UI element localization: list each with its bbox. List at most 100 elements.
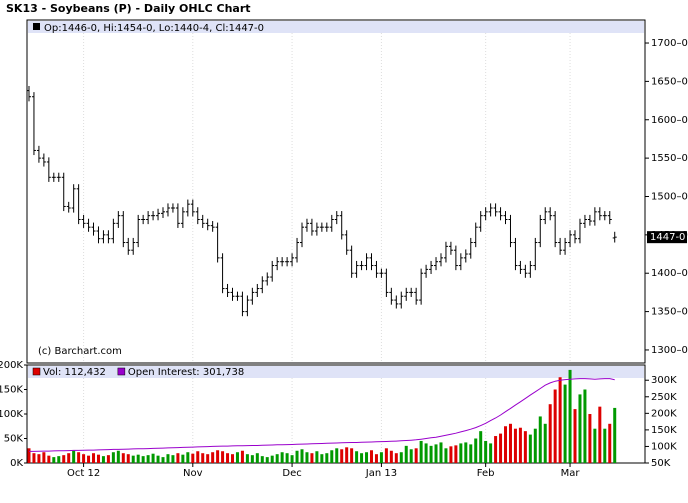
volume-bar bbox=[459, 443, 463, 463]
volume-bar bbox=[280, 452, 284, 463]
volume-bar bbox=[111, 452, 115, 463]
x-tick-label: Nov bbox=[183, 468, 203, 479]
volume-bar bbox=[504, 426, 508, 463]
open-interest-line bbox=[29, 378, 615, 452]
watermark: (c) Barchart.com bbox=[38, 346, 122, 357]
volume-bar bbox=[424, 443, 428, 463]
volume-bar bbox=[469, 444, 473, 463]
volume-bar bbox=[330, 450, 334, 463]
volume-bar bbox=[42, 452, 46, 463]
volume-bar bbox=[82, 454, 86, 463]
volume-bar bbox=[350, 448, 354, 463]
volume-bar bbox=[146, 455, 150, 463]
y-tick-label: 150K bbox=[0, 385, 23, 396]
volume-bar bbox=[310, 453, 314, 463]
y-tick-label: 1700–0 bbox=[651, 38, 688, 49]
y-tick-label: 1650–0 bbox=[651, 76, 688, 87]
volume-bar bbox=[77, 452, 81, 463]
volume-bar bbox=[121, 453, 125, 463]
volume-bar bbox=[360, 453, 364, 463]
volume-bar bbox=[87, 455, 91, 463]
volume-bar bbox=[335, 448, 339, 463]
volume-bar bbox=[489, 443, 493, 463]
volume-bar bbox=[598, 406, 602, 463]
volume-bar bbox=[499, 433, 503, 463]
y-tick-label: 1550–0 bbox=[651, 153, 688, 164]
volume-bar bbox=[290, 455, 294, 463]
volume-bar bbox=[449, 446, 453, 463]
volume-bar bbox=[96, 454, 100, 463]
price-panel bbox=[26, 19, 646, 364]
volume-bar bbox=[231, 454, 235, 463]
volume-bar bbox=[141, 456, 145, 463]
y-tick-label: 200K bbox=[0, 360, 23, 371]
y-tick-label: 0K bbox=[10, 458, 23, 469]
volume-bar bbox=[221, 451, 225, 463]
volume-bar bbox=[365, 452, 369, 463]
volume-bar bbox=[568, 369, 572, 463]
volume-bar bbox=[131, 455, 135, 463]
volume-bar bbox=[355, 451, 359, 463]
volume-bar bbox=[57, 456, 61, 463]
volume-bar bbox=[116, 450, 120, 463]
volume-bar bbox=[379, 452, 383, 463]
volume-bar bbox=[345, 447, 349, 463]
volume-bar bbox=[389, 450, 393, 463]
volume-bar bbox=[399, 452, 403, 463]
y-tick-label: 50K bbox=[4, 434, 24, 445]
volume-bar bbox=[538, 416, 542, 463]
volume-bar bbox=[588, 414, 592, 463]
volume-bar bbox=[573, 409, 577, 463]
y-tick-label: 100K bbox=[0, 409, 23, 420]
volume-bar bbox=[419, 440, 423, 463]
info-marker bbox=[33, 23, 40, 30]
volume-bar bbox=[275, 454, 279, 463]
volume-bar bbox=[37, 454, 41, 463]
volume-bar bbox=[518, 427, 522, 463]
y2-tick-label: 150K bbox=[651, 425, 677, 436]
volume-bar bbox=[260, 456, 264, 463]
volume-bar bbox=[553, 389, 557, 463]
volume-bar bbox=[245, 454, 249, 463]
x-tick-label: Mar bbox=[561, 468, 581, 479]
volume-bar bbox=[136, 454, 140, 463]
volume-bar bbox=[216, 450, 220, 463]
volume-bar bbox=[206, 454, 210, 463]
volume-bar bbox=[508, 423, 512, 463]
y2-tick-label: 200K bbox=[651, 408, 677, 419]
volume-bar bbox=[305, 452, 309, 463]
volume-bar bbox=[340, 449, 344, 463]
volume-bar bbox=[181, 454, 185, 463]
y-tick-label: 1300–0 bbox=[651, 345, 688, 356]
volume-bar bbox=[325, 453, 329, 463]
y-tick-label: 1600–0 bbox=[651, 115, 688, 126]
volume-bar bbox=[369, 450, 373, 463]
volume-bar bbox=[384, 448, 388, 463]
legend-band bbox=[28, 366, 644, 378]
y-tick-label: 1400–0 bbox=[651, 268, 688, 279]
volume-bar bbox=[578, 394, 582, 463]
volume-bar bbox=[250, 455, 254, 463]
y-tick-label: 1350–0 bbox=[651, 307, 688, 318]
volume-bar bbox=[593, 428, 597, 463]
volume-bar bbox=[484, 440, 488, 463]
volume-bar bbox=[583, 389, 587, 463]
y2-tick-label: 100K bbox=[651, 441, 677, 452]
volume-bar bbox=[444, 448, 448, 463]
volume-bar bbox=[454, 445, 458, 463]
volume-bar bbox=[429, 445, 433, 463]
volume-bar bbox=[151, 453, 155, 463]
info-band bbox=[28, 21, 644, 33]
volume-bar bbox=[72, 450, 76, 463]
volume-bar bbox=[523, 431, 527, 463]
volume-bar bbox=[92, 453, 96, 463]
volume-bar bbox=[101, 456, 105, 463]
volume-bar bbox=[394, 453, 398, 463]
volume-bar bbox=[211, 452, 215, 463]
last-price-box bbox=[647, 231, 687, 244]
volume-bar bbox=[265, 457, 269, 463]
volume-bar bbox=[608, 423, 612, 463]
volume-bar bbox=[528, 434, 532, 463]
